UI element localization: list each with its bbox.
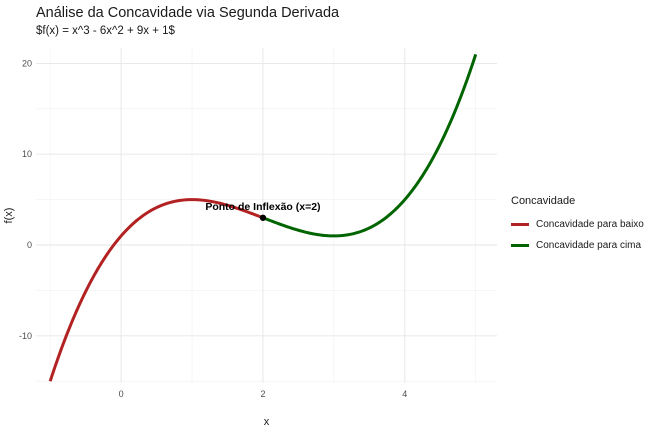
legend: Concavidade Concavidade para baixo Conca…	[511, 195, 644, 256]
y-tick-label: 20	[22, 58, 32, 68]
x-tick-label: 4	[402, 389, 407, 399]
x-tick-label: 0	[119, 389, 124, 399]
series-line-concave-down	[48, 198, 264, 382]
chart-title: Análise da Concavidade via Segunda Deriv…	[36, 5, 340, 21]
legend-title: Concavidade	[511, 195, 576, 207]
inflection-point-label: Ponto de Inflexão (x=2)	[205, 201, 320, 213]
grid-layer	[36, 48, 497, 383]
legend-key-concave-down	[511, 223, 529, 226]
point-layer: Ponto de Inflexão (x=2)	[205, 201, 321, 221]
legend-item-concave-down: Concavidade para baixo	[511, 214, 644, 235]
legend-label-concave-down: Concavidade para baixo	[536, 219, 644, 230]
legend-label-concave-up: Concavidade para cima	[536, 240, 642, 251]
y-tick-label: 0	[27, 240, 32, 250]
series-line-concave-up	[262, 53, 478, 238]
y-tick-label: -10	[19, 331, 32, 341]
y-axis-title: f(x)	[3, 208, 15, 224]
legend-key-concave-up	[511, 244, 529, 247]
inflection-point-marker	[259, 214, 267, 221]
legend-item-concave-up: Concavidade para cima	[511, 235, 644, 256]
chart-subtitle: $f(x) = x^3 - 6x^2 + 9x + 1$	[36, 25, 175, 37]
x-tick-label: 2	[260, 389, 265, 399]
y-tick-label: 10	[22, 149, 32, 159]
axis-layer: 0 2 4 -10 0 10 20 x f(x)	[3, 58, 407, 428]
x-axis-title: x	[264, 416, 270, 428]
series-layer	[48, 53, 478, 382]
